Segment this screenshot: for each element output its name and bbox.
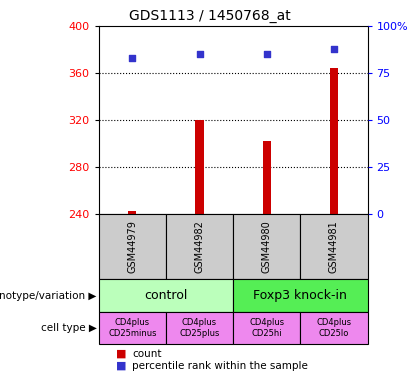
Bar xyxy=(128,211,136,214)
Bar xyxy=(195,120,204,214)
Bar xyxy=(99,214,166,279)
Text: GSM44980: GSM44980 xyxy=(262,220,272,273)
Text: cell type ▶: cell type ▶ xyxy=(41,323,97,333)
Text: CD4plus
CD25plus: CD4plus CD25plus xyxy=(179,318,220,338)
Text: GSM44982: GSM44982 xyxy=(194,220,205,273)
Bar xyxy=(300,214,368,279)
Text: GDS1113 / 1450768_at: GDS1113 / 1450768_at xyxy=(129,9,291,23)
Bar xyxy=(262,141,271,214)
Bar xyxy=(233,279,368,312)
Text: Foxp3 knock-in: Foxp3 knock-in xyxy=(253,289,347,302)
Text: GSM44979: GSM44979 xyxy=(127,220,137,273)
Text: CD4plus
CD25lo: CD4plus CD25lo xyxy=(316,318,352,338)
Point xyxy=(263,51,270,57)
Text: GSM44981: GSM44981 xyxy=(329,220,339,273)
Text: control: control xyxy=(144,289,188,302)
Bar xyxy=(233,214,300,279)
Bar xyxy=(300,312,368,344)
Text: percentile rank within the sample: percentile rank within the sample xyxy=(132,361,308,371)
Bar xyxy=(99,279,233,312)
Text: CD4plus
CD25hi: CD4plus CD25hi xyxy=(249,318,284,338)
Bar xyxy=(166,312,233,344)
Point xyxy=(196,51,203,57)
Point xyxy=(129,55,136,61)
Bar xyxy=(166,214,233,279)
Text: count: count xyxy=(132,349,162,358)
Text: CD4plus
CD25minus: CD4plus CD25minus xyxy=(108,318,157,338)
Text: ■: ■ xyxy=(116,349,126,358)
Bar xyxy=(99,312,166,344)
Point xyxy=(331,46,337,52)
Text: ■: ■ xyxy=(116,361,126,371)
Bar xyxy=(233,312,300,344)
Text: genotype/variation ▶: genotype/variation ▶ xyxy=(0,291,97,301)
Bar xyxy=(330,68,338,214)
